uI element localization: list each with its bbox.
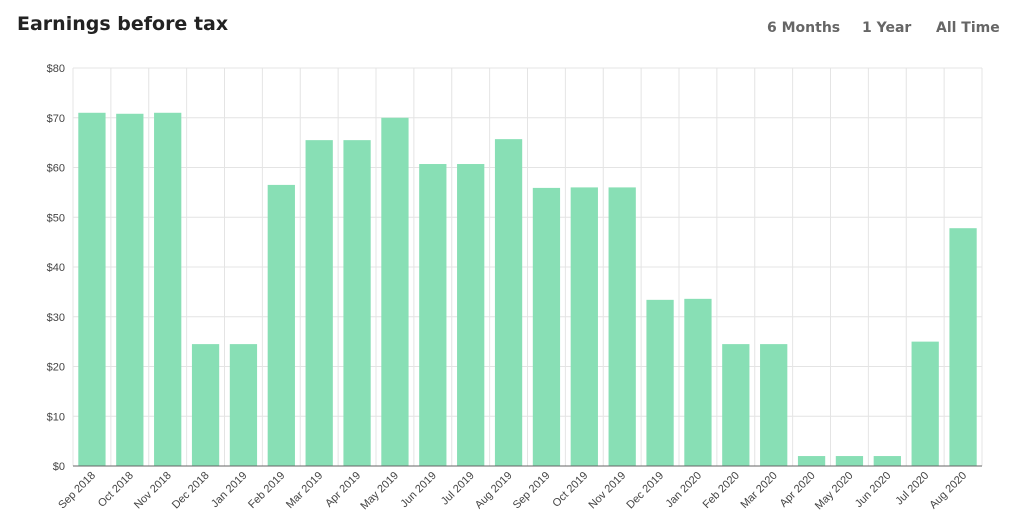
x-tick-label: Aug 2019 xyxy=(473,470,515,512)
y-tick-label: $30 xyxy=(47,312,65,324)
y-tick-label: $0 xyxy=(53,461,65,473)
x-tick-label: Nov 2019 xyxy=(587,470,629,512)
x-tick-label: Jun 2019 xyxy=(398,470,438,510)
x-tick-label: Mar 2020 xyxy=(738,470,779,511)
y-tick-label: $70 xyxy=(47,113,65,125)
bar xyxy=(949,228,977,466)
y-tick-label: $50 xyxy=(47,212,65,224)
range-button[interactable]: All Time xyxy=(936,20,1000,36)
bar xyxy=(835,456,864,466)
bar xyxy=(229,344,258,466)
range-button[interactable]: 6 Months xyxy=(767,20,841,36)
bar xyxy=(684,298,712,466)
bar xyxy=(722,344,750,466)
bar xyxy=(343,140,371,466)
x-tick-label: Mar 2019 xyxy=(284,470,325,511)
x-tick-label: Oct 2018 xyxy=(96,470,136,510)
x-tick-label: Aug 2020 xyxy=(927,470,969,512)
x-tick-label: Jun 2020 xyxy=(853,470,893,510)
x-tick-label: Sep 2018 xyxy=(56,470,98,512)
x-tick-label: Dec 2018 xyxy=(170,470,212,512)
x-tick-label: Dec 2019 xyxy=(624,470,666,512)
x-tick-label: Oct 2019 xyxy=(550,470,590,510)
bar xyxy=(381,117,409,466)
x-tick-label: Jul 2020 xyxy=(893,470,931,508)
bar xyxy=(267,184,295,466)
x-tick-label: Jul 2019 xyxy=(439,470,477,508)
y-tick-label: $40 xyxy=(47,262,65,274)
bar xyxy=(116,113,144,467)
bar xyxy=(305,140,333,466)
x-tick-label: Nov 2018 xyxy=(132,470,174,512)
y-tick-label: $80 xyxy=(47,63,65,75)
bar xyxy=(873,456,901,466)
x-tick-label: Feb 2020 xyxy=(701,470,742,511)
x-tick-label: Jan 2020 xyxy=(664,470,704,510)
x-tick-label: Jan 2019 xyxy=(209,470,249,510)
bar xyxy=(457,164,485,466)
bar xyxy=(608,187,636,466)
range-button[interactable]: 1 Year xyxy=(862,20,912,36)
bar xyxy=(154,112,182,467)
bar xyxy=(646,299,674,466)
bar xyxy=(532,187,561,466)
y-tick-label: $20 xyxy=(47,362,65,374)
bar xyxy=(911,341,939,466)
bar xyxy=(419,164,447,466)
y-tick-label: $10 xyxy=(47,411,65,423)
x-tick-label: May 2020 xyxy=(813,470,856,513)
x-tick-label: Feb 2019 xyxy=(246,470,287,511)
bar xyxy=(494,139,523,466)
bar xyxy=(191,344,220,466)
x-tick-label: Sep 2019 xyxy=(511,470,553,512)
bar xyxy=(570,187,598,466)
chart-title: Earnings before tax xyxy=(17,13,229,35)
bar xyxy=(797,456,826,466)
x-tick-label: May 2019 xyxy=(358,470,401,513)
bar xyxy=(760,344,788,466)
bar xyxy=(78,112,106,467)
y-tick-label: $60 xyxy=(47,163,65,175)
